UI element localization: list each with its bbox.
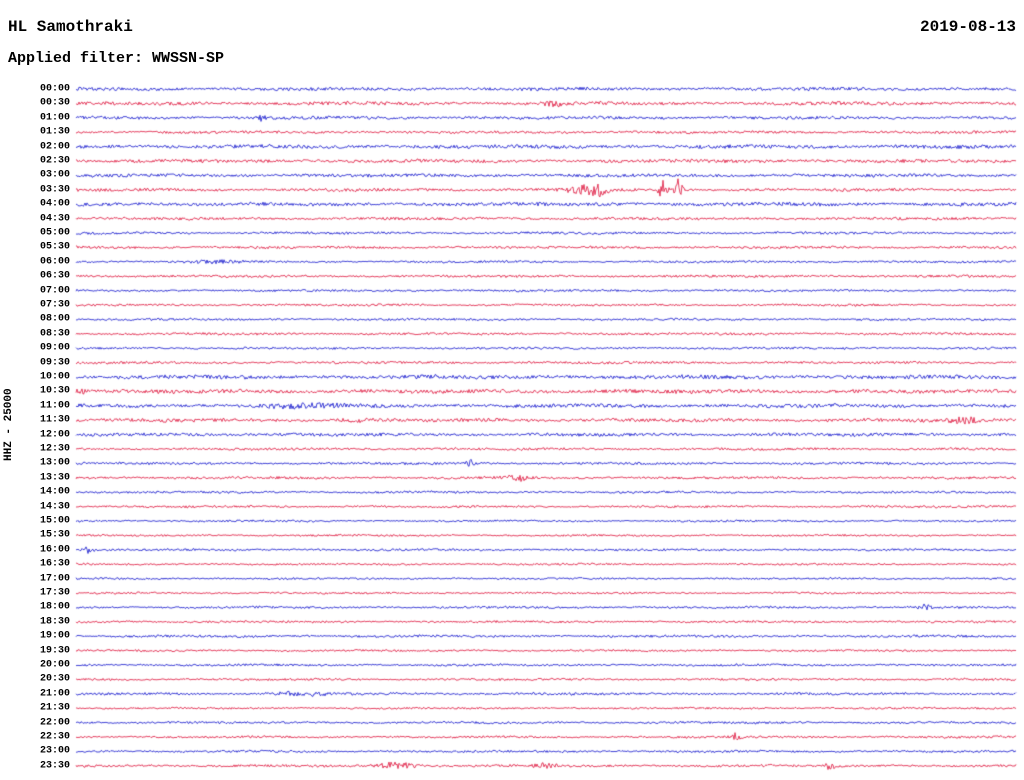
seismogram-canvas: [0, 0, 1024, 780]
helicorder-page: HL Samothraki 2019-08-13 Applied filter:…: [0, 0, 1024, 780]
